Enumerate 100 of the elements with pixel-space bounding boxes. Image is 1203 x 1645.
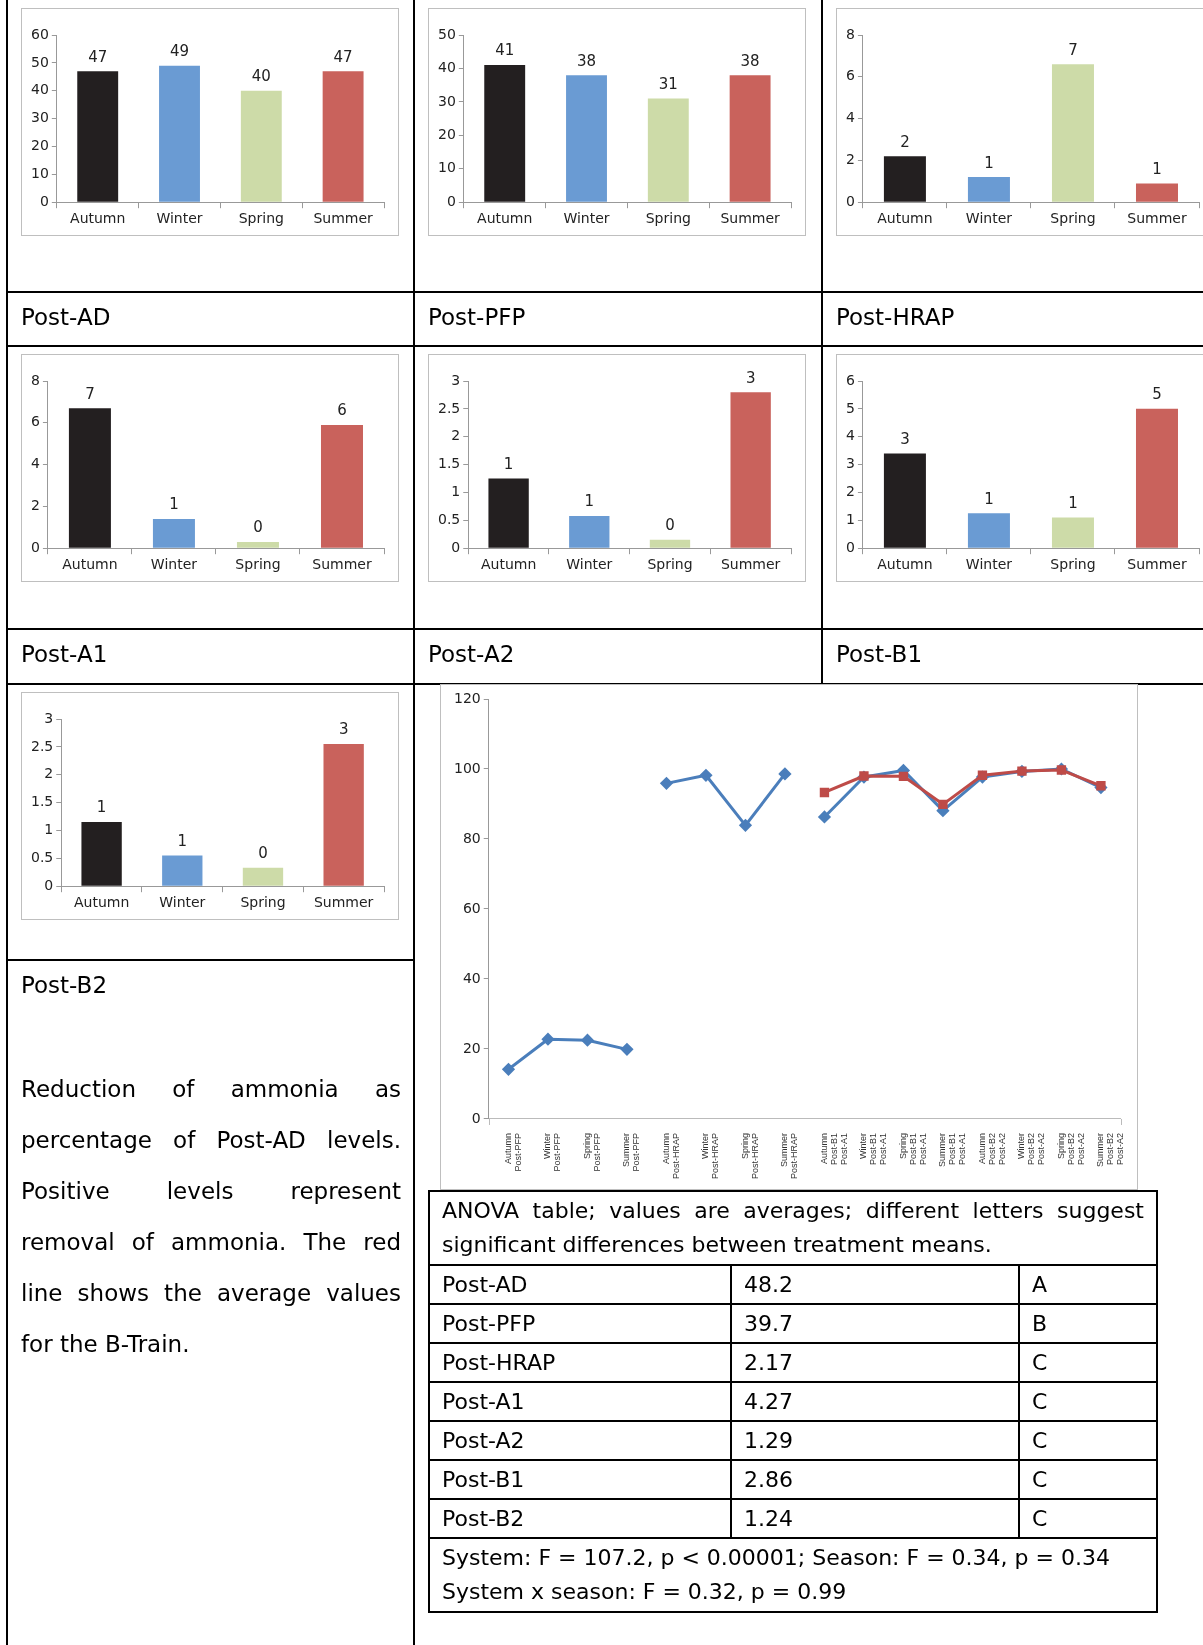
x-tick-label: Summer: [313, 894, 374, 911]
data-label: 1: [1152, 159, 1162, 178]
y-tick-label: 0: [446, 192, 456, 209]
x-tick-label: Winter Post-PFP: [542, 1132, 563, 1172]
x-tick-label: Summer: [720, 556, 781, 573]
data-label: 2.17: [731, 1343, 1019, 1382]
y-tick-label: 2: [451, 427, 461, 444]
x-tick-label: Spring Post-B1 Post-A1: [897, 1132, 928, 1165]
x-tick-label: Summer Post-B1 Post-A1: [937, 1132, 968, 1167]
text: Post-PFP: [428, 304, 526, 330]
y-tick-label: 0: [451, 538, 461, 555]
text: C: [1019, 1499, 1157, 1538]
y-tick-label: 8: [30, 371, 40, 388]
data-label: 1: [984, 489, 994, 508]
x-tick-label: Spring: [645, 210, 691, 227]
category-label: Post-A2: [429, 1421, 731, 1460]
y-tick-label: 6: [845, 371, 855, 388]
y-tick-label: 0: [845, 192, 855, 209]
data-label: 4.27: [731, 1382, 1019, 1421]
data-label: 3: [338, 720, 349, 739]
x-tick-label: Winter: [159, 894, 206, 911]
data-label: 1: [96, 798, 107, 817]
data-label: 5: [1152, 385, 1162, 404]
x-tick-label: Spring: [1050, 556, 1096, 573]
y-tick-label: 0: [471, 1109, 481, 1126]
x-tick-label: Autumn: [70, 210, 126, 227]
data-label: 1: [503, 454, 514, 473]
x-tick-label: Autumn: [877, 210, 933, 227]
y-tick-label: 40: [30, 81, 49, 98]
data-label: 47: [88, 47, 108, 66]
x-tick-label: Winter: [566, 556, 613, 573]
x-tick-label: Summer Post-PFP: [621, 1132, 642, 1172]
y-tick-label: 0.5: [438, 510, 461, 527]
x-tick-label: Summer: [720, 210, 781, 227]
y-tick-label: 3: [44, 709, 54, 726]
text: System: F = 107.2, p < 0.00001; Season: F = 0.34, p = 0.34: [442, 1545, 1110, 1570]
text: ANOVA table; values are averages; different letters suggest significant differences between treatment means.: [429, 1191, 1157, 1265]
x-tick-label: Winter: [150, 556, 198, 573]
y-tick-label: 50: [30, 53, 49, 70]
category-label: Post-PFP: [429, 1304, 731, 1343]
x-tick-label: Summer: [313, 210, 374, 227]
data-label: 0: [258, 844, 268, 863]
x-tick-label: Winter: [156, 210, 203, 227]
x-tick-label: Winter: [563, 210, 610, 227]
y-tick-label: 20: [462, 1039, 481, 1056]
y-tick-label: 60: [30, 25, 49, 42]
y-tick-label: 80: [462, 829, 481, 846]
data-label: 0: [253, 518, 263, 537]
x-tick-label: Spring: [1050, 210, 1096, 227]
y-tick-label: 5: [845, 399, 855, 416]
x-tick-label: Autumn: [62, 556, 118, 573]
x-tick-label: Summer: [1127, 210, 1187, 227]
x-tick-label: Autumn Post-B2 Post-A2: [976, 1132, 1007, 1165]
data-label: 41: [495, 41, 515, 60]
y-tick-label: 20: [30, 137, 49, 154]
y-tick-label: 100: [453, 759, 481, 776]
text: Post-HRAP: [836, 304, 955, 330]
y-tick-label: 60: [462, 899, 481, 916]
x-tick-label: Spring Post-B2 Post-A2: [1055, 1132, 1086, 1165]
x-tick-label: Summer: [1127, 556, 1187, 573]
x-tick-label: Autumn: [480, 556, 537, 573]
y-tick-label: 1: [44, 821, 54, 838]
y-tick-label: 8: [845, 25, 855, 42]
data-label: 47: [333, 47, 353, 66]
x-tick-label: Summer: [312, 556, 372, 573]
data-label: 2: [900, 132, 910, 151]
y-tick-label: 4: [845, 427, 855, 444]
category-label: Post-B1: [429, 1460, 731, 1499]
y-tick-label: 2.5: [31, 737, 54, 754]
y-tick-label: 2: [44, 765, 54, 782]
x-tick-label: Winter Post-B2 Post-A2: [1016, 1132, 1047, 1165]
data-label: 48.2: [731, 1265, 1019, 1304]
y-tick-label: 2: [845, 151, 855, 168]
x-tick-label: Spring Post-HRAP: [739, 1132, 760, 1179]
y-tick-label: 4: [845, 109, 855, 126]
data-label: 0: [665, 516, 675, 535]
text: A: [1019, 1265, 1157, 1304]
text: Post-A1: [21, 641, 108, 667]
data-label: 1: [169, 495, 179, 514]
data-label: 40: [251, 67, 271, 86]
text: B: [1019, 1304, 1157, 1343]
category-label: Post-A1: [429, 1382, 731, 1421]
data-label: 1: [584, 492, 595, 511]
x-tick-label: Winter Post-HRAP: [700, 1132, 721, 1179]
x-tick-label: Winter Post-B1 Post-A1: [858, 1132, 889, 1165]
text: Post-AD: [21, 304, 111, 330]
text: System x season: F = 0.32, p = 0.99: [442, 1579, 847, 1604]
y-tick-label: 0: [39, 192, 49, 209]
text: Post-B2: [21, 972, 108, 998]
x-tick-label: Spring: [238, 210, 284, 227]
y-tick-label: 0: [44, 876, 54, 893]
x-tick-label: Autumn Post-PFP: [502, 1132, 523, 1172]
y-tick-label: 4: [30, 455, 40, 472]
text: C: [1019, 1382, 1157, 1421]
x-tick-label: Spring Post-PFP: [581, 1132, 602, 1172]
y-tick-label: 2.5: [438, 399, 461, 416]
x-tick-label: Spring: [240, 894, 286, 911]
text: C: [1019, 1460, 1157, 1499]
y-tick-label: 2: [30, 497, 40, 514]
data-label: 1: [984, 153, 994, 172]
